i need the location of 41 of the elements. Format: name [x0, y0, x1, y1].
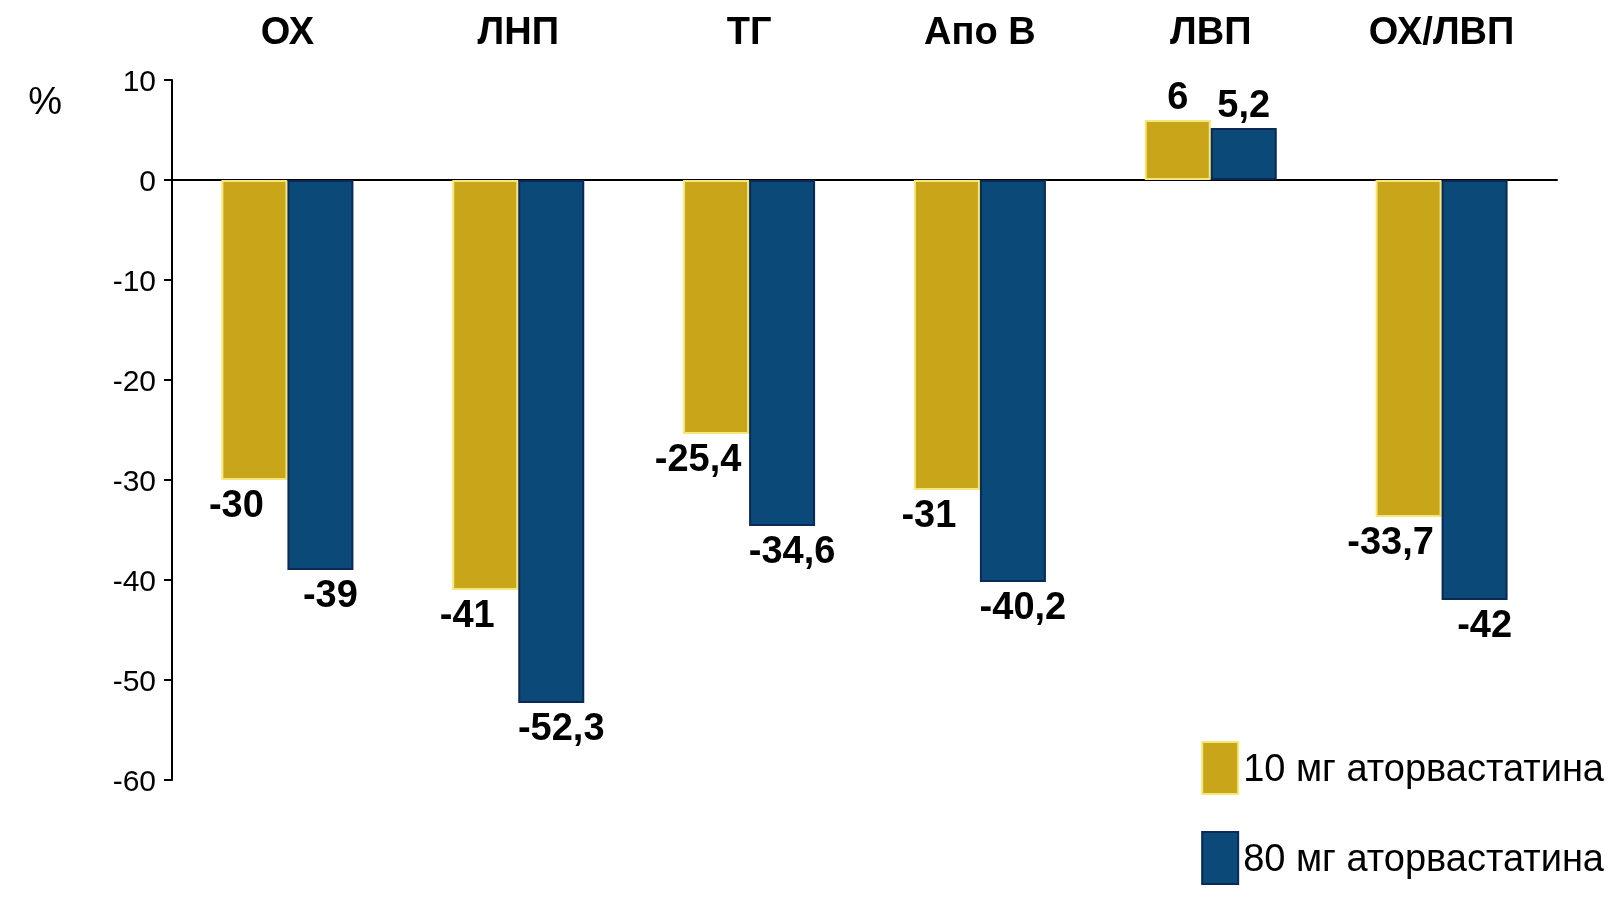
legend-label: 10 мг аторвастатина — [1243, 747, 1605, 789]
data-label: -42 — [1457, 603, 1513, 645]
x-tick-label: ЛНП — [477, 10, 559, 52]
bar — [913, 180, 980, 490]
bar — [1441, 180, 1508, 600]
data-label: -40,2 — [979, 585, 1067, 627]
y-tick-label: -60 — [112, 763, 156, 797]
y-tick-label: -30 — [112, 463, 156, 497]
data-label: -39 — [302, 573, 358, 615]
bar — [683, 180, 750, 434]
bar — [749, 180, 816, 526]
x-tick-label: ОХ — [260, 10, 315, 52]
bar — [979, 180, 1046, 582]
data-label: -34,6 — [748, 529, 836, 571]
y-tick-label: 10 — [122, 63, 156, 97]
data-label: -41 — [439, 593, 495, 635]
bar — [1375, 180, 1442, 517]
data-label: -31 — [901, 493, 957, 535]
data-label: -52,3 — [517, 706, 605, 748]
data-label: 6 — [1167, 75, 1189, 117]
y-tick-label: -10 — [112, 263, 156, 297]
y-tick-label: -40 — [112, 563, 156, 597]
bar — [221, 180, 288, 480]
bar — [287, 180, 354, 570]
bar — [518, 180, 585, 703]
data-label: -33,7 — [1347, 520, 1434, 562]
y-tick-label: -20 — [112, 363, 156, 397]
data-label: -25,4 — [654, 437, 742, 479]
x-tick-label: ОХ/ЛВП — [1368, 10, 1515, 52]
bar — [452, 180, 519, 590]
x-tick-label: ЛВП — [1170, 10, 1252, 52]
data-label: 5,2 — [1217, 83, 1271, 125]
data-label: -30 — [208, 483, 264, 525]
x-tick-label: ТГ — [726, 10, 772, 52]
y-axis-title: % — [28, 80, 62, 122]
legend-label: 80 мг аторвастатина — [1243, 837, 1605, 879]
y-tick-label: -50 — [112, 663, 156, 697]
bar — [1210, 128, 1277, 180]
bar — [1144, 120, 1211, 180]
y-tick-label: 0 — [139, 163, 156, 197]
x-tick-label: Апо В — [924, 10, 1036, 52]
